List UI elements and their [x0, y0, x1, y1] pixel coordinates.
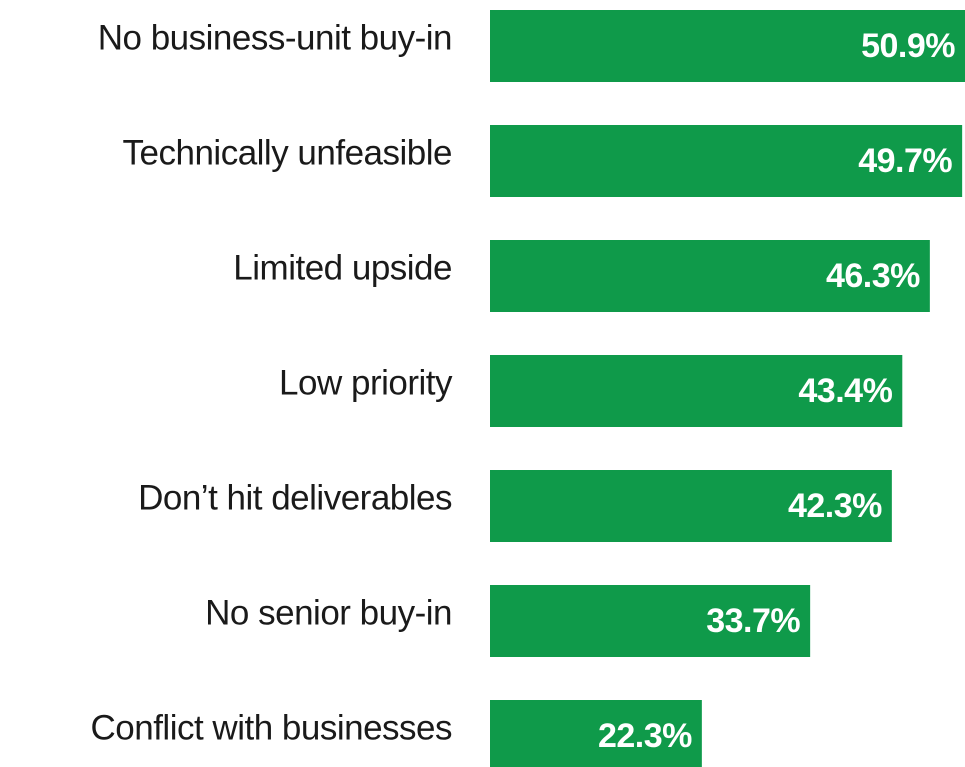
bar — [490, 470, 892, 542]
bar — [490, 125, 963, 197]
value-label: 50.9% — [861, 27, 955, 65]
category-label: Technically unfeasible — [123, 133, 452, 172]
category-label: Low priority — [279, 363, 453, 402]
category-label: No senior buy-in — [205, 593, 452, 632]
value-label: 43.4% — [798, 372, 892, 410]
bar — [490, 240, 930, 312]
category-label: No business-unit buy-in — [98, 18, 452, 57]
value-label: 49.7% — [858, 142, 952, 180]
value-label: 22.3% — [598, 717, 692, 755]
category-label: Limited upside — [233, 248, 452, 287]
category-label: Don’t hit deliverables — [138, 478, 452, 517]
bar — [490, 585, 811, 657]
value-label: 46.3% — [826, 257, 920, 295]
category-label: Conflict with businesses — [91, 708, 453, 747]
value-label: 33.7% — [706, 602, 800, 640]
bar — [490, 700, 702, 767]
bar — [490, 10, 965, 82]
bar — [490, 355, 903, 427]
value-label: 42.3% — [788, 487, 882, 525]
